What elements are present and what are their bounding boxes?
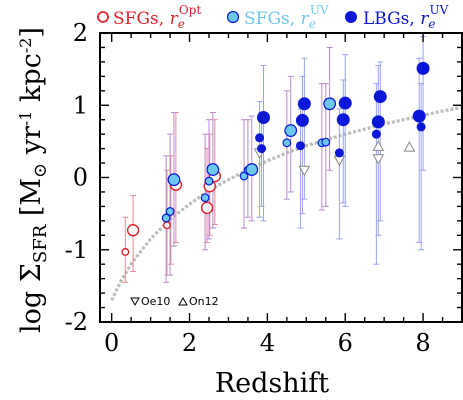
legend-item-sfg-uv: SFGs, reUV [226, 3, 329, 31]
legend-label-sfg-opt-sup: Opt [179, 3, 202, 17]
y-axis-title-yr-exp: -1 [16, 111, 35, 127]
sfg-uv-point-8 [245, 163, 259, 176]
legend-marker-sfg-opt [97, 11, 109, 23]
on12-annotation-label: On12 [189, 295, 219, 308]
sfg-opt-point-0 [121, 247, 130, 256]
on12-triangle-1 [403, 141, 416, 152]
lbg-point-6 [334, 148, 344, 158]
sfg-uv-point-2 [167, 173, 181, 187]
lbg-point-12 [412, 109, 426, 123]
sfg-uv-point-0 [161, 213, 171, 223]
lbg-point-13 [416, 122, 426, 132]
lbg-point-14 [416, 61, 430, 75]
oe10-annotation-icon [130, 297, 140, 307]
x-tick-label: 2 [182, 329, 197, 357]
lbg-point-9 [371, 129, 381, 139]
y-tick-label: 1 [73, 91, 88, 119]
legend-label-sfg-uv: SFGs, reUV [244, 3, 329, 31]
legend-label-lbg: LBGs, reUV [363, 3, 449, 31]
sfg-uv-point-1 [165, 207, 175, 216]
sfg-opt-point-2 [162, 221, 171, 230]
sfg-opt-point-5 [200, 201, 214, 215]
legend-item-lbg: LBGs, reUV [345, 3, 449, 31]
x-tick-label: 0 [104, 329, 119, 357]
lbg-point-4 [295, 113, 309, 127]
legend-label-sfg-opt-r: r [170, 9, 179, 29]
y-axis-title-bracket: [M [16, 178, 47, 225]
legend: SFGs, reOpt SFGs, reUV LBGs, reUV [97, 3, 449, 31]
plot-layer [110, 36, 463, 301]
legend-item-sfg-opt: SFGs, reOpt [97, 3, 201, 31]
lbg-point-0 [255, 133, 265, 143]
sfg-uv-point-10 [284, 124, 298, 137]
lbg-point-3 [295, 141, 305, 151]
sfg-uv-point-13 [323, 97, 337, 111]
y-tick-label: -2 [65, 308, 88, 336]
sfg-uv-point-5 [206, 163, 220, 176]
y-axis-title: log ΣSFR [M⊙ yr-1 kpc-2] [16, 27, 51, 333]
oe10-annotation-label: Oe10 [141, 295, 170, 308]
oe10-triangle-3 [372, 154, 385, 165]
y-tick-label: 2 [73, 19, 88, 47]
y-axis-title-sub: SFR [30, 224, 51, 263]
lbg-point-8 [338, 96, 352, 110]
legend-label-sfg-opt-sub: e [178, 17, 185, 31]
y-axis-title-kpc: kpc [16, 53, 47, 110]
y-tick-label: -1 [65, 236, 88, 264]
legend-label-sfg-uv-sub: e [309, 17, 316, 31]
fit-curve [110, 105, 463, 301]
axes-layer: 0 2 4 6 8 -2 -1 0 1 2 [65, 19, 463, 357]
triangle-annotations: Oe10 On12 [130, 295, 219, 308]
y-tick-label: 0 [73, 164, 88, 192]
legend-label-sfg-opt-name: SFGs, [113, 9, 170, 29]
legend-label-lbg-sub: e [428, 17, 435, 31]
x-tick-label: 8 [415, 329, 430, 357]
legend-marker-sfg-uv [226, 10, 240, 24]
y-axis-title-prefix: log Σ [16, 263, 47, 333]
legend-label-sfg-uv-name: SFGs, [244, 9, 301, 29]
sfg-uv-point-9 [282, 138, 292, 148]
on12-annotation-icon [178, 296, 188, 306]
y-axis-title-yr: yr [16, 126, 47, 163]
lbg-point-10 [371, 115, 385, 129]
x-axis-title: Redshift [215, 368, 329, 399]
legend-label-sfg-uv-sup: UV [310, 3, 329, 17]
legend-marker-lbg [345, 11, 357, 23]
x-tick-label: 6 [338, 329, 353, 357]
x-tick-label: 4 [260, 329, 275, 357]
sfg-uv-point-3 [200, 193, 210, 203]
lbg-point-5 [297, 97, 311, 111]
legend-label-lbg-sup: UV [429, 3, 448, 17]
on12-triangle-0 [372, 140, 385, 151]
legend-label-lbg-name: LBGs, [363, 9, 420, 29]
lbg-point-2 [256, 111, 270, 125]
lbg-point-1 [257, 144, 267, 154]
sfg-uv-point-12 [321, 137, 331, 147]
legend-label-sfg-uv-r: r [301, 9, 310, 29]
lbg-point-7 [336, 113, 350, 127]
y-axis-title-kpc-exp: -2 [16, 38, 35, 54]
legend-label-sfg-opt: SFGs, reOpt [113, 3, 201, 31]
lbg-point-11 [373, 90, 387, 104]
y-axis-title-sun: ⊙ [30, 163, 51, 178]
y-axis-title-close: ] [16, 27, 47, 38]
legend-label-lbg-r: r [420, 9, 429, 29]
sfg-opt-point-1 [126, 224, 140, 237]
oe10-triangle-1 [298, 165, 311, 177]
sfg-uv-point-4 [204, 176, 214, 186]
